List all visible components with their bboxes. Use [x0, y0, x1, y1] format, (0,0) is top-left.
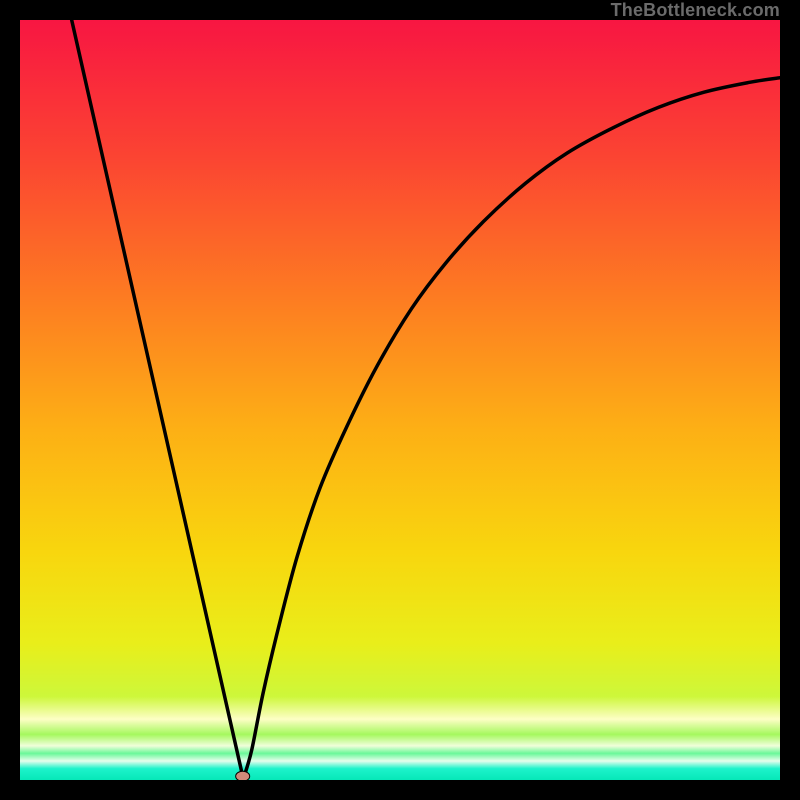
gradient-background — [20, 20, 780, 780]
chart-svg — [20, 20, 780, 780]
plot-area — [20, 20, 780, 780]
watermark-text: TheBottleneck.com — [611, 0, 780, 21]
minimum-marker — [236, 771, 250, 780]
